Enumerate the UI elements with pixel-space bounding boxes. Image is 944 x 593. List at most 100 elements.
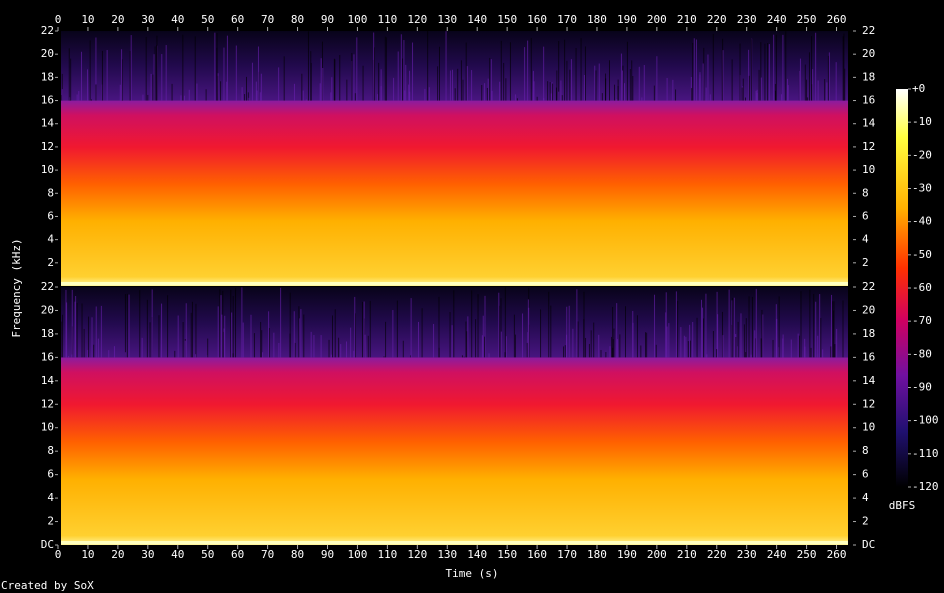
y-tick-label-right: 18 [862,70,875,83]
colorbar-tick-label: -100 [912,414,939,427]
y-tick-label-right: 20 [862,303,875,316]
x-tick-label: 30 [141,548,154,561]
x-tick-label: 240 [767,548,787,561]
y-tick-label: 2 [47,256,54,269]
x-tick-label-top: 120 [407,13,427,26]
y-tick-label-right: 2 [862,515,869,528]
y-tick-label: 10 [41,421,54,434]
x-tick-label: 80 [291,548,304,561]
x-tick-label-top: 210 [677,13,697,26]
x-tick-label: 260 [827,548,847,561]
x-tick-label: 220 [707,548,727,561]
y-tick-label: 20 [41,303,54,316]
x-tick-label-top: 140 [467,13,487,26]
colorbar-tick-label: +0 [912,82,925,95]
plots [58,31,853,545]
x-tick-label-top: 150 [497,13,517,26]
x-tick-label-top: 240 [767,13,787,26]
x-tick-label: 50 [201,548,214,561]
spectrum-high [61,287,848,358]
x-tick-label: 160 [527,548,547,561]
spectrum-body [61,357,848,545]
y-tick-label-right: 10 [862,421,875,434]
y-tick-label-right: 16 [862,94,875,107]
x-tick-label-top: 250 [797,13,817,26]
colorbar-tick-label: -110 [912,447,939,460]
y-tick-label-right: 22 [862,24,875,37]
y-tick-label: 18 [41,327,54,340]
y-tick-label-right: 12 [862,140,875,153]
x-tick-label: 10 [81,548,94,561]
x-tick-label: 200 [647,548,667,561]
y-tick-label: 14 [41,374,55,387]
x-tick-label: 210 [677,548,697,561]
y-tick-label: 20 [41,47,54,60]
y-tick-label-right: 10 [862,163,875,176]
x-tick-label-top: 80 [291,13,304,26]
colorbar-tick-label: -50 [912,248,932,261]
x-tick-label-top: 70 [261,13,274,26]
x-tick-label-top: 60 [231,13,244,26]
y-tick-label: 22 [41,280,54,293]
y-tick-label: 4 [47,233,54,246]
y-tick-label-right: 18 [862,327,875,340]
y-tick-label: 8 [47,444,54,457]
x-tick-label: 190 [617,548,637,561]
x-tick-label: 110 [377,548,397,561]
colorbar-tick-label: -30 [912,182,932,195]
y-tick-label-right: 14 [862,117,876,130]
x-tick-label-top: 40 [171,13,184,26]
x-tick-label-top: 160 [527,13,547,26]
x-tick-label-top: 90 [321,13,334,26]
colorbar-tick-label: -60 [912,281,932,294]
colorbar-tick-label: -10 [912,115,932,128]
bass-line [61,282,848,285]
y-tick-label: 16 [41,94,54,107]
y-tick-label: 14 [41,117,55,130]
y-tick-label: 12 [41,140,54,153]
x-tick-label: 140 [467,548,487,561]
y-tick-label-right: 8 [862,186,869,199]
y-tick-label-right: 6 [862,468,869,481]
x-tick-label: 40 [171,548,184,561]
spectrum-body [61,100,848,286]
x-tick-label-top: 130 [437,13,457,26]
x-tick-label: 90 [321,548,334,561]
y-tick-label: DC [41,538,54,551]
y-tick-label-right: 8 [862,444,869,457]
y-tick-label: 22 [41,24,54,37]
y-tick-label-right: 4 [862,233,869,246]
y-tick-label-right: 4 [862,491,869,504]
footer: Created by SoX [1,579,94,592]
x-tick-label: 170 [557,548,577,561]
colorbar-tick-label: -20 [912,148,932,161]
y-tick-label: 18 [41,70,54,83]
x-tick-label: 70 [261,548,274,561]
y-tick-label: 2 [47,515,54,528]
x-tick-label-top: 50 [201,13,214,26]
y-tick-label-right: 14 [862,374,876,387]
y-tick-label-right: 16 [862,350,875,363]
colorbar-tick-label: -40 [912,215,932,228]
y-tick-label: 12 [41,397,54,410]
colorbar-label: dBFS [889,499,916,512]
x-tick-label-top: 180 [587,13,607,26]
x-tick-label-top: 190 [617,13,637,26]
y-axis-label: Frequency (kHz) [10,238,23,337]
x-tick-label-top: 10 [81,13,94,26]
y-tick-label-right: 22 [862,280,875,293]
x-tick-label-top: 0 [55,13,62,26]
y-tick-label: 10 [41,163,54,176]
y-tick-label: 16 [41,350,54,363]
colorbar-tick-label: -90 [912,381,932,394]
x-tick-label-top: 100 [347,13,367,26]
x-tick-label: 130 [437,548,457,561]
colorbar [896,89,908,487]
x-tick-label: 100 [347,548,367,561]
x-tick-label: 180 [587,548,607,561]
x-axis-label: Time (s) [446,567,499,580]
x-tick-label-top: 170 [557,13,577,26]
y-tick-label: 6 [47,468,54,481]
x-tick-label-top: 110 [377,13,397,26]
